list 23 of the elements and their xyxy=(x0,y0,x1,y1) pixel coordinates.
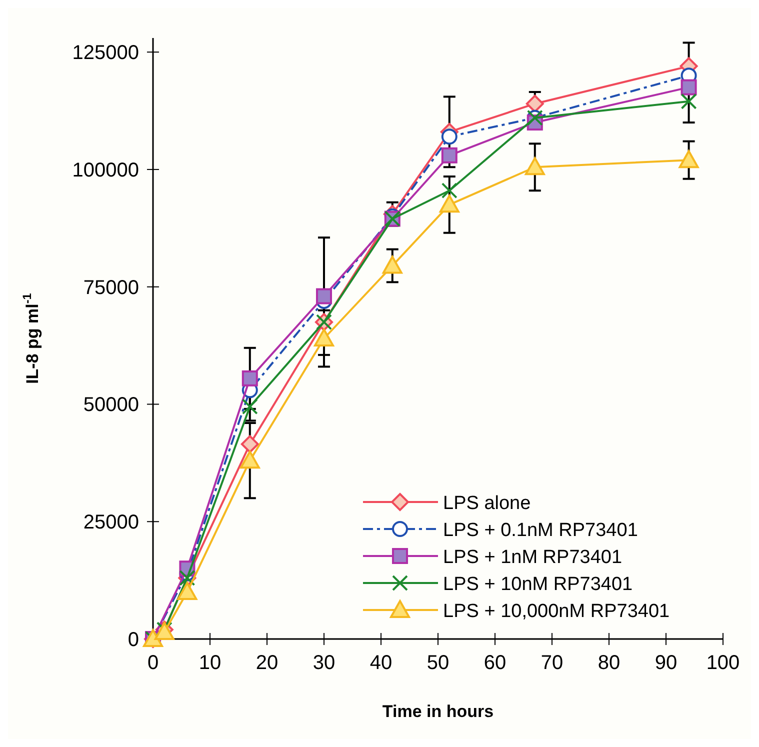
legend-label: LPS + 1nM RP73401 xyxy=(443,547,622,568)
legend-label: LPS + 0.1nM RP73401 xyxy=(443,520,638,541)
x-tick-label: 100 xyxy=(706,652,740,674)
legend-label: LPS alone xyxy=(443,493,531,514)
x-tick-label: 30 xyxy=(312,652,336,674)
y-tick-label: 125000 xyxy=(72,42,139,64)
legend-label: LPS + 10,000nM RP73401 xyxy=(443,601,670,622)
x-tick-label: 0 xyxy=(147,652,159,674)
y-tick-label: 50000 xyxy=(83,394,139,416)
x-tick-label: 80 xyxy=(598,652,620,674)
x-tick-label: 20 xyxy=(256,652,278,674)
x-tick-label: 70 xyxy=(540,652,564,674)
x-tick-label: 60 xyxy=(484,652,506,674)
x-tick-label: 50 xyxy=(426,652,450,674)
legend-label: LPS + 10nM RP73401 xyxy=(443,574,633,595)
y-tick-label: 0 xyxy=(128,629,139,651)
x-tick-label: 10 xyxy=(198,652,222,674)
x-axis-title: Time in hours xyxy=(382,702,494,721)
x-tick-label: 40 xyxy=(370,652,392,674)
x-tick-label: 90 xyxy=(654,652,678,674)
y-tick-label: 25000 xyxy=(83,512,139,534)
y-tick-label: 75000 xyxy=(83,276,139,299)
y-tick-label: 100000 xyxy=(72,159,139,182)
